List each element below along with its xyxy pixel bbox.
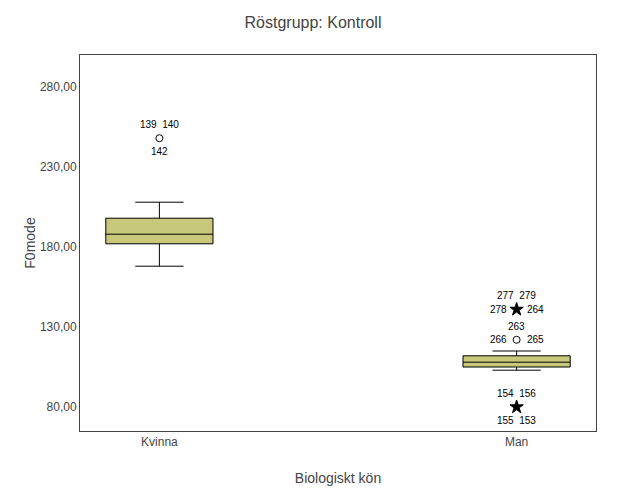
svg-text:Röstgrupp: Kontroll: Röstgrupp: Kontroll (245, 14, 382, 31)
svg-text:278: 278 (490, 304, 507, 315)
svg-text:265: 265 (527, 334, 544, 345)
svg-text:F0mode: F0mode (22, 217, 38, 269)
svg-text:130,00: 130,00 (40, 320, 77, 334)
svg-text:264: 264 (527, 304, 544, 315)
svg-text:230,00: 230,00 (40, 160, 77, 174)
svg-text:Kvinna: Kvinna (141, 435, 178, 449)
svg-text:180,00: 180,00 (40, 240, 77, 254)
svg-text:266: 266 (490, 334, 507, 345)
svg-text:154 156: 154 156 (497, 388, 536, 399)
svg-text:80,00: 80,00 (47, 400, 77, 414)
svg-text:280,00: 280,00 (40, 80, 77, 94)
svg-text:155 153: 155 153 (497, 415, 536, 426)
svg-text:142: 142 (151, 146, 168, 157)
svg-text:277 279: 277 279 (497, 290, 536, 301)
svg-text:Man: Man (505, 435, 528, 449)
svg-text:Biologiskt kön: Biologiskt kön (295, 470, 381, 486)
svg-text:139 140: 139 140 (140, 119, 179, 130)
svg-text:263: 263 (508, 321, 525, 332)
